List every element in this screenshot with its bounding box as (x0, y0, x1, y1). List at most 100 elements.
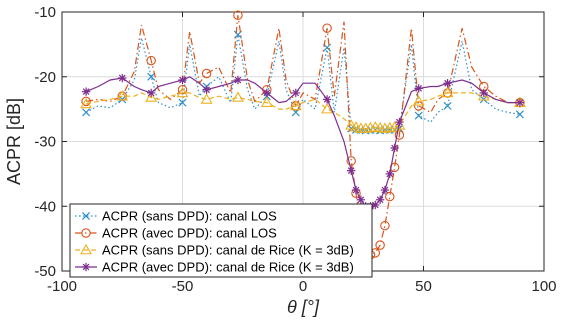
marker-stroke (386, 170, 394, 178)
marker-stroke (323, 96, 331, 103)
data-point (395, 117, 404, 127)
marker-stroke (414, 111, 423, 120)
x-tick-label: 0 (299, 278, 307, 295)
legend-label: ACPR (avec DPD): canal de Rice (K = 3dB) (102, 260, 354, 275)
series-line (86, 15, 520, 256)
marker-stroke (357, 196, 365, 204)
marker-stroke (444, 79, 451, 87)
data-point (147, 72, 156, 81)
marker-stroke (82, 88, 90, 96)
legend-box (69, 203, 373, 278)
legend-entry: ACPR (avec DPD): canal LOS (75, 226, 277, 241)
data-point (291, 88, 300, 98)
data-point (356, 195, 366, 204)
y-tick-label: -10 (34, 4, 56, 21)
tick-labels: -100 -50 0 50 100-50-40-30-20-10 (34, 4, 556, 295)
data-point (441, 86, 454, 98)
x-axis-label: θ [°] (287, 297, 320, 317)
data-point (385, 169, 394, 179)
marker-stroke (516, 99, 524, 107)
data-point (346, 156, 356, 166)
series-4 (81, 73, 525, 211)
data-point (177, 84, 188, 95)
marker-stroke (381, 186, 389, 194)
marker-stroke (82, 263, 90, 271)
data-point (375, 195, 385, 204)
x-tick-label: -100 (47, 278, 77, 295)
y-tick-label: -30 (34, 134, 56, 151)
marker-stroke (203, 86, 210, 94)
data-point (81, 96, 91, 107)
marker-stroke (391, 144, 398, 152)
data-point (145, 91, 158, 102)
data-point (289, 99, 302, 111)
y-axis-label: ACPR [dB] (4, 98, 24, 185)
data-point (233, 75, 243, 85)
data-point (412, 95, 425, 106)
data-point (201, 68, 212, 79)
data-point (321, 103, 334, 114)
data-point (81, 87, 91, 96)
marker-stroke (371, 201, 379, 209)
data-point (202, 85, 211, 94)
y-tick-label: -50 (34, 263, 56, 280)
marker-stroke (396, 118, 403, 126)
legend-label: ACPR (sans DPD): canal LOS (102, 209, 277, 224)
data-point (231, 91, 244, 102)
legend-entry: ACPR (sans DPD): canal de Rice (K = 3dB) (75, 243, 354, 258)
data-point (390, 143, 399, 153)
data-point (322, 23, 332, 33)
marker-stroke (234, 76, 242, 84)
marker-stroke (292, 89, 300, 97)
marker-stroke (347, 167, 355, 175)
legend-marker (81, 228, 91, 238)
data-point (389, 162, 400, 173)
data-point (385, 191, 395, 202)
y-tick-label: -20 (34, 69, 56, 86)
marker-stroke (147, 89, 155, 97)
legend-marker (80, 243, 92, 255)
data-point (443, 79, 452, 88)
data-point (178, 98, 187, 107)
data-point (414, 111, 423, 120)
data-point (479, 88, 488, 98)
marker-stroke (81, 211, 91, 221)
data-point (262, 88, 272, 98)
data-point (146, 55, 156, 66)
marker-stroke (515, 110, 524, 119)
data-point (200, 93, 213, 104)
marker-stroke (415, 85, 423, 92)
data-point (146, 88, 156, 98)
marker-stroke (376, 196, 384, 204)
x-tick-label: 50 (415, 278, 432, 295)
data-point (371, 200, 380, 210)
legend-label: ACPR (avec DPD): canal LOS (102, 226, 277, 241)
legend: ACPR (sans DPD): canal LOS ACPR (avec DPD… (69, 203, 373, 278)
marker-stroke (118, 74, 126, 82)
x-tick-label: -50 (172, 278, 194, 295)
data-point (515, 98, 525, 107)
data-point (82, 108, 91, 117)
legend-entry: ACPR (sans DPD): canal LOS (75, 209, 277, 224)
marker-stroke (480, 89, 488, 97)
marker-stroke (82, 108, 91, 117)
marker-stroke (147, 72, 156, 81)
data-point (347, 166, 356, 175)
data-point (345, 119, 358, 130)
y-tick-label: -40 (34, 198, 56, 215)
data-point (80, 97, 93, 109)
marker-stroke (443, 101, 452, 110)
data-point (375, 240, 385, 250)
data-point (388, 121, 401, 132)
data-point (380, 220, 390, 231)
series-layer (80, 10, 526, 260)
data-point (233, 10, 243, 20)
data-point (515, 110, 524, 119)
legend-marker (81, 262, 91, 272)
data-point (380, 185, 390, 195)
marker-stroke (178, 98, 187, 107)
legend-label: ACPR (sans DPD): canal de Rice (K = 3dB) (102, 243, 354, 258)
marker-stroke (352, 186, 360, 194)
